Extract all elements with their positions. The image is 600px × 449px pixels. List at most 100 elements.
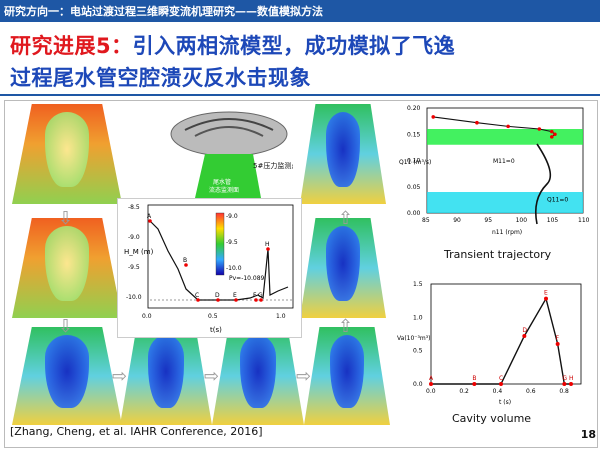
traj-x-tick: 105	[547, 217, 559, 224]
center-point-label: C	[195, 292, 199, 299]
pv-label: Pv=-10.089	[229, 275, 265, 282]
cav-axis-label: Va(10⁻³m³)	[397, 335, 430, 342]
center-point-label: D	[215, 292, 220, 299]
y-tick-3: -9.5	[128, 264, 140, 271]
cavity-volume-chart: 0.0 0.2 0.4 0.6 0.8 0.0 0.5 1.0 1.5 t (s) Va(10⁻³m…	[395, 276, 590, 408]
trajectory-point	[431, 115, 436, 119]
cav-axis-label: t (s)	[499, 399, 511, 406]
trajectory-point	[550, 129, 554, 134]
center-ylabel: H_M (m)	[124, 248, 154, 256]
monitor-label: 5#压力监测点	[253, 161, 293, 170]
contour-panel	[12, 104, 122, 204]
x-tick-1: 0.0	[142, 313, 152, 320]
cav-x-tick: 0.2	[459, 388, 469, 395]
traj-x-tick: 90	[453, 217, 461, 224]
flow-arrow-icon: ⇨	[204, 366, 220, 387]
x-tick-3: 1.0	[276, 313, 286, 320]
y-tick-4: -10.0	[126, 294, 142, 301]
trajectory-point	[506, 124, 510, 129]
y-tick-2: -9.0	[128, 234, 140, 241]
cavity-point	[544, 296, 548, 301]
traj-axis-label: Q11 (m³/s)	[399, 159, 431, 166]
cavity-point-label: H	[569, 375, 574, 382]
center-point-label: A	[147, 213, 152, 220]
cb-tick-1: -9.0	[226, 213, 238, 220]
title-prefix: 研究进展5：	[10, 34, 133, 58]
traj-y-tick: 0.05	[407, 184, 421, 191]
trajectory-spiral	[534, 143, 552, 225]
cavity-point	[555, 342, 560, 346]
contour-panel	[12, 218, 122, 318]
center-point	[148, 219, 152, 223]
cavity-point-label: C	[499, 375, 503, 382]
cavity-point-label: D	[522, 327, 527, 334]
traj-y-tick: 0.20	[407, 105, 421, 112]
flow-arrow-icon: ⇨	[296, 366, 312, 387]
cav-y-tick: 1.5	[413, 281, 423, 288]
traj-annotation: M11=0	[493, 158, 515, 165]
contour-panel	[120, 327, 212, 425]
traj-x-tick: 85	[422, 217, 430, 224]
center-point-label: E	[233, 292, 237, 299]
cavity-point-label: A	[429, 375, 434, 382]
trajectory-point	[553, 132, 557, 137]
traj-x-tick: 100	[516, 217, 528, 224]
cavity-point	[562, 382, 567, 386]
contour-panel	[212, 327, 304, 425]
caption-trajectory: Transient trajectory	[444, 248, 552, 261]
cavity-point	[522, 334, 527, 338]
traj-annotation: Q11=0	[547, 196, 568, 203]
center-point-label: F	[253, 292, 257, 299]
trajectory-band	[427, 129, 583, 145]
title-line1: 引入两相流模型，成功模拟了飞逸	[132, 34, 456, 58]
flow-arrow-icon: ⇩	[58, 316, 74, 337]
cavity-point	[499, 382, 503, 386]
cavity-point-label: G	[562, 375, 567, 382]
trajectory-point	[475, 120, 479, 125]
traj-axis-label: n11 (rpm)	[492, 229, 522, 236]
center-point	[266, 247, 270, 251]
page-number: 18	[580, 428, 596, 441]
contour-panel	[300, 104, 386, 204]
trajectory-point	[550, 135, 554, 139]
center-point	[234, 298, 238, 302]
cavity-point	[429, 382, 433, 386]
center-point	[196, 298, 200, 302]
center-point	[184, 263, 188, 267]
tail-label-2: 流态监测面	[209, 186, 239, 194]
page-title-line2: 过程尾水管空腔溃灭反水击现象	[10, 66, 311, 90]
center-point-label: G	[258, 292, 263, 299]
cavity-point-label: B	[472, 375, 476, 382]
cav-y-tick: 0.5	[413, 348, 423, 355]
cavity-point-label: F	[556, 335, 560, 342]
cavity-point	[569, 382, 573, 386]
center-point	[216, 298, 220, 302]
citation: [Zhang, Cheng, et al. IAHR Conference, 2…	[10, 425, 263, 438]
traj-x-tick: 110	[578, 217, 589, 224]
caption-cavity: Cavity volume	[452, 412, 532, 425]
contour-panel	[12, 327, 122, 425]
turbine-model-image: 5#压力监测点 尾水管 流态监测面	[165, 106, 293, 201]
y-tick-1: -8.5	[128, 204, 140, 211]
traj-y-tick: 0.15	[407, 131, 421, 138]
trajectory-point	[537, 127, 542, 131]
contour-panel	[304, 327, 390, 425]
center-point-label: B	[183, 257, 187, 264]
trajectory-chart: 85 90 95 100 105 110 0.00 0.05 0.10 0.15 0.20 n11 (…	[397, 104, 589, 250]
flow-arrow-icon: ⇩	[58, 208, 74, 229]
cavity-point	[472, 382, 477, 386]
divider	[0, 94, 600, 96]
breadcrumb: 研究方向一：电站过渡过程三维瞬变流机理研究——数值模拟方法	[4, 5, 323, 18]
cavity-point-label: E	[544, 290, 548, 297]
colorbar	[215, 212, 225, 276]
traj-x-tick: 95	[484, 217, 492, 224]
cav-y-tick: 1.0	[413, 314, 423, 321]
x-tick-2: 0.5	[208, 313, 218, 320]
cav-x-tick: 0.0	[426, 388, 436, 395]
cav-x-tick: 0.6	[526, 388, 536, 395]
contour-panel	[300, 218, 386, 318]
flow-arrow-icon: ⇧	[338, 208, 354, 229]
content-frame	[4, 100, 598, 448]
center-point	[254, 298, 258, 302]
cav-x-tick: 0.8	[559, 388, 569, 395]
